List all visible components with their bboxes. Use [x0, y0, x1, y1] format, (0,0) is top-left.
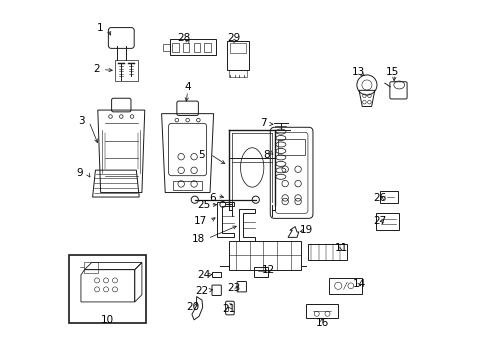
Text: 8: 8: [263, 150, 270, 160]
Text: 6: 6: [209, 193, 216, 203]
Text: 28: 28: [177, 33, 191, 43]
Text: 21: 21: [222, 304, 236, 314]
Text: 26: 26: [373, 193, 386, 203]
Text: 4: 4: [184, 82, 191, 92]
Text: 24: 24: [197, 270, 210, 280]
Text: 19: 19: [299, 225, 313, 235]
Text: 16: 16: [316, 319, 329, 328]
Text: 15: 15: [386, 67, 399, 77]
Text: 22: 22: [196, 286, 209, 296]
Text: 1: 1: [97, 23, 103, 33]
Text: 7: 7: [260, 118, 266, 128]
Text: 29: 29: [228, 33, 241, 43]
Text: 9: 9: [77, 168, 83, 178]
Text: 13: 13: [351, 67, 365, 77]
Text: 17: 17: [194, 216, 207, 226]
Text: 10: 10: [101, 315, 114, 325]
Text: 11: 11: [335, 243, 348, 253]
Text: 27: 27: [373, 216, 386, 226]
Text: 14: 14: [353, 279, 367, 289]
Text: 3: 3: [78, 116, 85, 126]
Text: 18: 18: [192, 234, 205, 244]
Text: 23: 23: [228, 283, 241, 293]
Text: 2: 2: [93, 64, 99, 74]
Text: 12: 12: [262, 265, 275, 275]
Text: 20: 20: [186, 302, 199, 312]
Text: 25: 25: [197, 200, 210, 210]
Text: 5: 5: [198, 150, 205, 160]
